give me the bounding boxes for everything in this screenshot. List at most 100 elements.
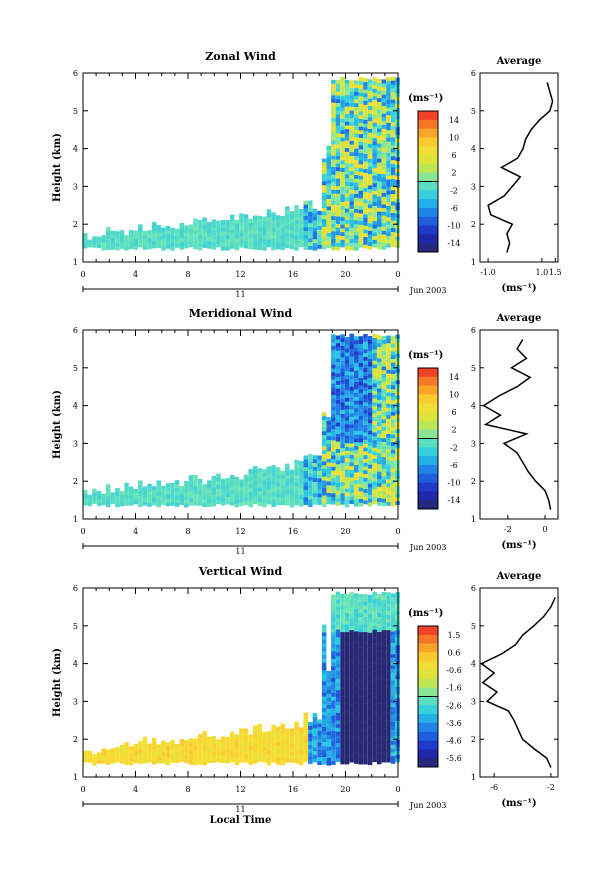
heatmap-cell — [174, 228, 180, 233]
heatmap-cell — [349, 431, 354, 436]
heatmap-cell — [321, 431, 327, 436]
heatmap-cell — [285, 743, 290, 748]
heatmap-cell — [377, 181, 382, 186]
heatmap-cell — [340, 699, 345, 704]
heatmap-cell — [363, 658, 368, 663]
heatmap-cell — [312, 478, 318, 482]
heatmap-cell — [381, 595, 387, 600]
heatmap-cell — [331, 742, 336, 746]
heatmap-cell — [358, 498, 364, 503]
heatmap-cell — [363, 337, 368, 342]
heatmap-cell — [377, 120, 382, 125]
heatmap-cell — [289, 214, 295, 219]
colorbar-tick-label: -14 — [448, 496, 461, 505]
heatmap-cell — [253, 496, 258, 501]
heatmap-cell — [106, 234, 111, 239]
heatmap-cell — [390, 729, 396, 734]
heatmap-cell — [363, 191, 368, 196]
heatmap-cell — [358, 96, 364, 101]
heatmap-cell — [124, 235, 129, 240]
colorbar-tick-label: 2 — [451, 426, 456, 435]
heatmap-cell — [239, 728, 244, 733]
heatmap-cell — [156, 232, 161, 237]
heatmap-cell — [326, 172, 331, 177]
heatmap-cell — [133, 758, 138, 763]
heatmap-cell — [211, 758, 217, 763]
heatmap-cell — [372, 152, 377, 157]
heatmap-cell — [377, 741, 382, 746]
heatmap-cell — [285, 751, 290, 756]
heatmap-cell — [216, 496, 221, 501]
heatmap-cell — [349, 758, 354, 763]
heatmap-cell — [377, 616, 382, 621]
heatmap-cell — [184, 229, 189, 234]
heatmap-cell — [106, 227, 111, 231]
heatmap-cell — [317, 745, 322, 750]
heatmap-cell — [340, 338, 345, 343]
heatmap-cell — [156, 240, 161, 245]
heatmap-cell — [331, 200, 336, 205]
heatmap-cell — [298, 746, 304, 751]
x-tick-label: 4 — [133, 785, 138, 794]
heatmap-cell — [381, 136, 387, 141]
colorbar-swatch — [418, 722, 438, 733]
heatmap-cell — [340, 379, 345, 384]
heatmap-cell — [367, 143, 373, 148]
heatmap-cell — [331, 459, 336, 464]
heatmap-cell — [340, 99, 345, 104]
heatmap-cell — [349, 679, 354, 684]
heatmap-cell — [340, 84, 345, 89]
heatmap-cell — [96, 236, 102, 241]
heatmap-cell — [367, 434, 373, 439]
heatmap-cell — [354, 646, 359, 651]
heatmap-cell — [358, 88, 364, 93]
heatmap-cell — [275, 486, 281, 491]
heatmap-cell — [266, 235, 272, 240]
heatmap-cell — [179, 754, 184, 759]
heatmap-cell — [358, 639, 364, 644]
heatmap-cell — [377, 384, 382, 389]
heatmap-cell — [363, 375, 368, 380]
heatmap-cell — [335, 441, 341, 446]
heatmap-cell — [87, 758, 93, 763]
heatmap-cell — [363, 745, 368, 750]
heatmap-cell — [331, 212, 336, 217]
heatmap-cell — [372, 228, 377, 233]
heatmap-cell — [308, 457, 313, 462]
heatmap-cell — [317, 463, 322, 468]
heatmap-cell — [349, 178, 354, 183]
colorbar-swatch — [418, 190, 438, 200]
heatmap-cell — [372, 610, 377, 615]
heatmap-cell — [340, 213, 345, 218]
heatmap-cell — [179, 245, 184, 250]
heatmap-cell — [386, 335, 391, 340]
heatmap-cell — [381, 629, 387, 634]
heatmap-cell — [156, 491, 161, 496]
heatmap-cell — [331, 91, 336, 96]
heatmap-cell — [390, 714, 396, 719]
heatmap-cell — [266, 734, 272, 739]
heatmap-cell — [340, 122, 345, 127]
heatmap-cell — [294, 748, 299, 753]
heatmap-cell — [349, 110, 354, 115]
heatmap-cell — [331, 102, 336, 107]
heatmap-cell — [321, 169, 327, 174]
heatmap-cell — [124, 742, 129, 746]
heatmap-cell — [340, 182, 345, 187]
heatmap-cell — [349, 136, 354, 141]
heatmap-cell — [381, 354, 387, 359]
heatmap-cell — [335, 235, 341, 240]
heatmap-cell — [354, 472, 359, 477]
heatmap-cell — [372, 678, 377, 683]
heatmap-cell — [289, 492, 295, 497]
heatmap-cell — [170, 242, 175, 247]
heatmap-cell — [216, 481, 221, 486]
heatmap-cell — [386, 664, 391, 668]
heatmap-cell — [326, 240, 331, 245]
heatmap-cell — [354, 733, 359, 738]
heatmap-cell — [372, 379, 377, 384]
colorbar-swatch — [418, 626, 438, 636]
heatmap-cell — [312, 747, 318, 752]
heatmap-cell — [308, 756, 313, 761]
heatmap-cell — [321, 442, 327, 447]
